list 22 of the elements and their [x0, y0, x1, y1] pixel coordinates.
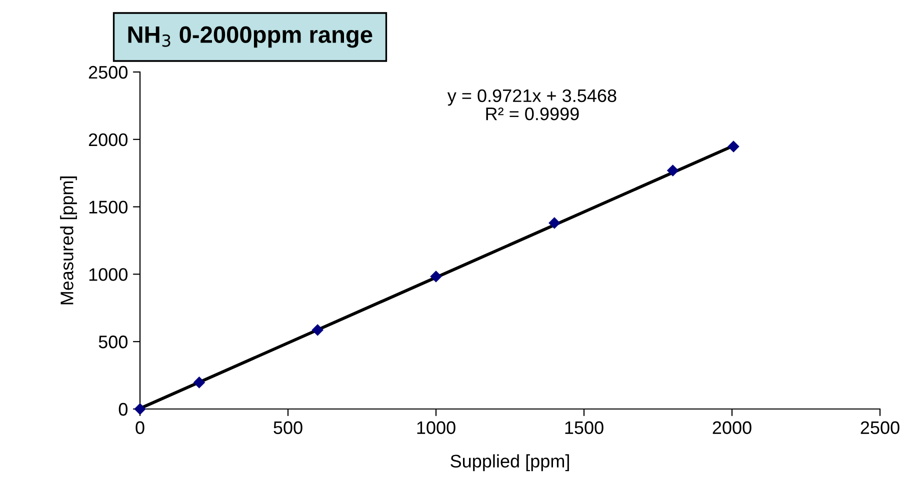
x-tick-label: 2000 [712, 421, 752, 434]
x-tick-label: 1000 [417, 421, 456, 434]
y-tick-label: 1500 [89, 200, 128, 214]
x-tick-label: 500 [274, 421, 302, 434]
y-tick-label: 500 [98, 336, 128, 348]
y-tick-label: 2500 [88, 66, 128, 79]
point [728, 140, 740, 152]
x-tick-label: 1500 [565, 421, 604, 434]
x-tick-label: 0 [136, 421, 144, 434]
point [667, 164, 678, 176]
y-tick-label: 1000 [89, 268, 128, 281]
x-tick-label: 2500 [860, 421, 900, 434]
y-tick-label: 2000 [88, 133, 128, 146]
x-axis-title: Supplied [ppm] [450, 454, 569, 472]
point [430, 270, 442, 282]
point [194, 376, 205, 388]
point [548, 217, 560, 229]
point [312, 324, 324, 336]
y-axis-title: Measured [ppm] [60, 176, 77, 304]
chart-title: NH$_{3}$ 0-2000ppm range [128, 26, 372, 48]
annotation: y = 0.9721x + 3.5468 R² = 0.9999 [447, 89, 616, 120]
y-tick-label: 0 [118, 402, 128, 416]
